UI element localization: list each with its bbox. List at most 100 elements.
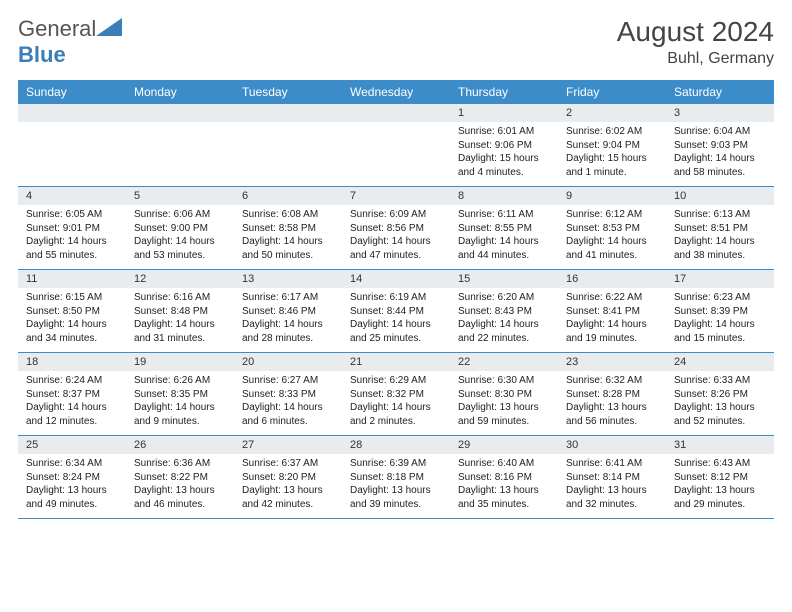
sunrise-text: Sunrise: 6:24 AM [26,374,118,388]
day-details: Sunrise: 6:15 AMSunset: 8:50 PMDaylight:… [18,288,126,351]
day-number: 26 [126,436,234,454]
day-number: 23 [558,353,666,371]
day-number: 27 [234,436,342,454]
daylight-text: Daylight: 13 hours and 56 minutes. [566,401,658,428]
sunrise-text: Sunrise: 6:33 AM [674,374,766,388]
sunset-text: Sunset: 8:37 PM [26,388,118,402]
daylight-text: Daylight: 15 hours and 4 minutes. [458,152,550,179]
daylight-text: Daylight: 13 hours and 42 minutes. [242,484,334,511]
daylight-text: Daylight: 14 hours and 19 minutes. [566,318,658,345]
sunrise-text: Sunrise: 6:05 AM [26,208,118,222]
day-number: 18 [18,353,126,371]
sunrise-text: Sunrise: 6:15 AM [26,291,118,305]
month-title: August 2024 [617,16,774,48]
day-number: 30 [558,436,666,454]
week-row: 25Sunrise: 6:34 AMSunset: 8:24 PMDayligh… [18,436,774,519]
day-details: Sunrise: 6:41 AMSunset: 8:14 PMDaylight:… [558,454,666,517]
day-number: 20 [234,353,342,371]
daylight-text: Daylight: 14 hours and 44 minutes. [458,235,550,262]
sunrise-text: Sunrise: 6:43 AM [674,457,766,471]
sunrise-text: Sunrise: 6:39 AM [350,457,442,471]
sunrise-text: Sunrise: 6:11 AM [458,208,550,222]
daylight-text: Daylight: 14 hours and 50 minutes. [242,235,334,262]
day-cell [342,104,450,186]
daylight-text: Daylight: 14 hours and 9 minutes. [134,401,226,428]
day-number: 4 [18,187,126,205]
sunset-text: Sunset: 8:22 PM [134,471,226,485]
day-cell: 11Sunrise: 6:15 AMSunset: 8:50 PMDayligh… [18,270,126,352]
title-block: August 2024 Buhl, Germany [617,16,774,68]
sunrise-text: Sunrise: 6:13 AM [674,208,766,222]
sunrise-text: Sunrise: 6:09 AM [350,208,442,222]
sunset-text: Sunset: 8:53 PM [566,222,658,236]
calendar: SundayMondayTuesdayWednesdayThursdayFrid… [18,80,774,519]
daylight-text: Daylight: 14 hours and 25 minutes. [350,318,442,345]
day-cell: 19Sunrise: 6:26 AMSunset: 8:35 PMDayligh… [126,353,234,435]
day-details: Sunrise: 6:30 AMSunset: 8:30 PMDaylight:… [450,371,558,434]
day-cell: 27Sunrise: 6:37 AMSunset: 8:20 PMDayligh… [234,436,342,518]
sunrise-text: Sunrise: 6:08 AM [242,208,334,222]
day-details: Sunrise: 6:12 AMSunset: 8:53 PMDaylight:… [558,205,666,268]
daylight-text: Daylight: 14 hours and 47 minutes. [350,235,442,262]
day-details: Sunrise: 6:37 AMSunset: 8:20 PMDaylight:… [234,454,342,517]
header: General Blue August 2024 Buhl, Germany [18,16,774,68]
daylight-text: Daylight: 13 hours and 49 minutes. [26,484,118,511]
day-number: 9 [558,187,666,205]
week-row: 4Sunrise: 6:05 AMSunset: 9:01 PMDaylight… [18,187,774,270]
sunrise-text: Sunrise: 6:26 AM [134,374,226,388]
day-cell: 29Sunrise: 6:40 AMSunset: 8:16 PMDayligh… [450,436,558,518]
sunset-text: Sunset: 8:12 PM [674,471,766,485]
day-cell: 14Sunrise: 6:19 AMSunset: 8:44 PMDayligh… [342,270,450,352]
day-cell: 10Sunrise: 6:13 AMSunset: 8:51 PMDayligh… [666,187,774,269]
day-details: Sunrise: 6:04 AMSunset: 9:03 PMDaylight:… [666,122,774,185]
day-number: 17 [666,270,774,288]
sunrise-text: Sunrise: 6:22 AM [566,291,658,305]
sunrise-text: Sunrise: 6:34 AM [26,457,118,471]
day-details: Sunrise: 6:34 AMSunset: 8:24 PMDaylight:… [18,454,126,517]
day-number [126,104,234,122]
day-details: Sunrise: 6:29 AMSunset: 8:32 PMDaylight:… [342,371,450,434]
sunset-text: Sunset: 9:00 PM [134,222,226,236]
location: Buhl, Germany [617,50,774,68]
daylight-text: Daylight: 13 hours and 46 minutes. [134,484,226,511]
sunset-text: Sunset: 9:04 PM [566,139,658,153]
day-number: 1 [450,104,558,122]
sunrise-text: Sunrise: 6:32 AM [566,374,658,388]
weekday-label: Tuesday [234,80,342,104]
day-cell [18,104,126,186]
day-details: Sunrise: 6:13 AMSunset: 8:51 PMDaylight:… [666,205,774,268]
weekday-header: SundayMondayTuesdayWednesdayThursdayFrid… [18,80,774,104]
day-cell: 28Sunrise: 6:39 AMSunset: 8:18 PMDayligh… [342,436,450,518]
day-number: 16 [558,270,666,288]
sunrise-text: Sunrise: 6:02 AM [566,125,658,139]
day-number: 31 [666,436,774,454]
sunset-text: Sunset: 8:41 PM [566,305,658,319]
day-cell: 4Sunrise: 6:05 AMSunset: 9:01 PMDaylight… [18,187,126,269]
day-cell: 8Sunrise: 6:11 AMSunset: 8:55 PMDaylight… [450,187,558,269]
day-cell: 22Sunrise: 6:30 AMSunset: 8:30 PMDayligh… [450,353,558,435]
day-number: 5 [126,187,234,205]
day-cell: 30Sunrise: 6:41 AMSunset: 8:14 PMDayligh… [558,436,666,518]
day-number: 3 [666,104,774,122]
sunrise-text: Sunrise: 6:41 AM [566,457,658,471]
daylight-text: Daylight: 14 hours and 12 minutes. [26,401,118,428]
day-number: 12 [126,270,234,288]
sunrise-text: Sunrise: 6:27 AM [242,374,334,388]
daylight-text: Daylight: 13 hours and 29 minutes. [674,484,766,511]
sunset-text: Sunset: 8:35 PM [134,388,226,402]
sunset-text: Sunset: 8:20 PM [242,471,334,485]
day-cell: 21Sunrise: 6:29 AMSunset: 8:32 PMDayligh… [342,353,450,435]
day-number: 11 [18,270,126,288]
day-number: 15 [450,270,558,288]
daylight-text: Daylight: 13 hours and 35 minutes. [458,484,550,511]
weekday-label: Monday [126,80,234,104]
day-details: Sunrise: 6:39 AMSunset: 8:18 PMDaylight:… [342,454,450,517]
day-cell: 2Sunrise: 6:02 AMSunset: 9:04 PMDaylight… [558,104,666,186]
day-details: Sunrise: 6:08 AMSunset: 8:58 PMDaylight:… [234,205,342,268]
sunset-text: Sunset: 8:56 PM [350,222,442,236]
day-details: Sunrise: 6:22 AMSunset: 8:41 PMDaylight:… [558,288,666,351]
day-cell: 24Sunrise: 6:33 AMSunset: 8:26 PMDayligh… [666,353,774,435]
sunset-text: Sunset: 8:46 PM [242,305,334,319]
day-cell: 20Sunrise: 6:27 AMSunset: 8:33 PMDayligh… [234,353,342,435]
sunrise-text: Sunrise: 6:04 AM [674,125,766,139]
